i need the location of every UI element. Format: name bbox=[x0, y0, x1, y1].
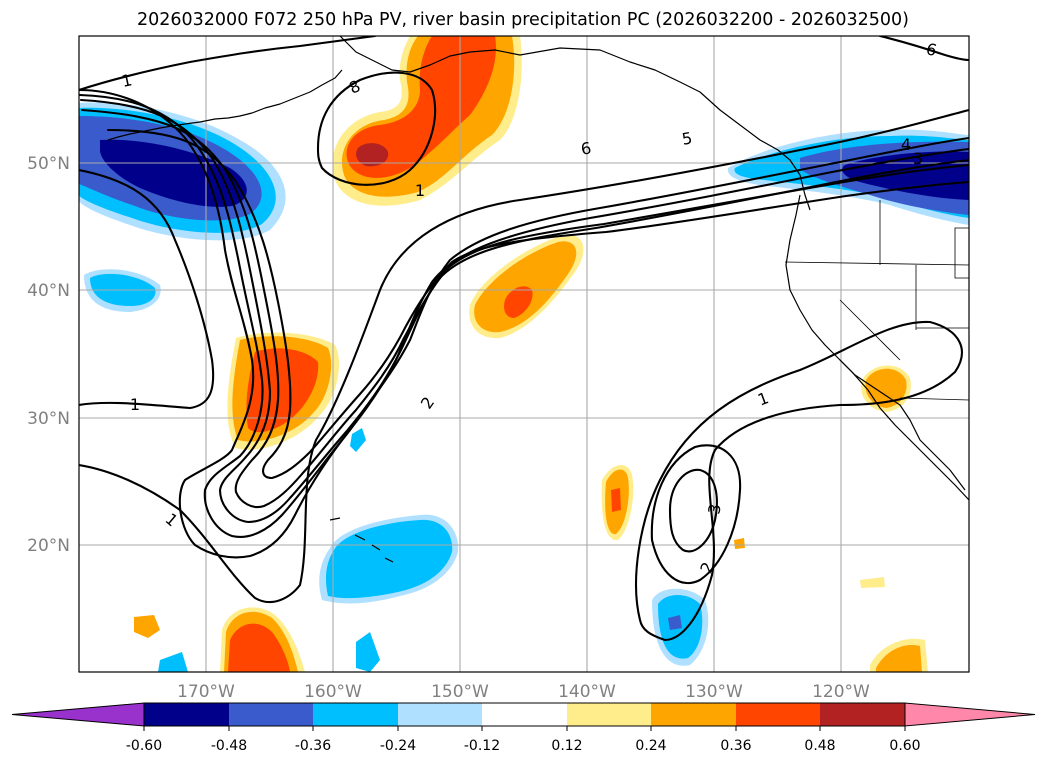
lon-label: 130°W bbox=[685, 682, 743, 702]
precip-shading bbox=[79, 36, 969, 672]
figure-title: 2026032000 F072 250 hPa PV, river basin … bbox=[137, 10, 909, 30]
pos-region-subtropical-west-core bbox=[246, 348, 319, 433]
colorbar-segment bbox=[651, 703, 736, 726]
lon-label: 170°W bbox=[177, 682, 235, 702]
pv-contour-east-outer bbox=[635, 320, 963, 642]
colorbar-label: 0.48 bbox=[804, 738, 835, 754]
neg-region-bottom-small-west bbox=[158, 652, 188, 672]
pos-region-gulf-alaska-strong bbox=[346, 36, 496, 178]
latitude-labels: 50°N 40°N 30°N 20°N bbox=[27, 154, 70, 556]
colorbar-label: -0.36 bbox=[295, 738, 331, 754]
lon-label: 160°W bbox=[304, 682, 362, 702]
pos-region-tiny-east bbox=[860, 577, 885, 588]
lon-label: 140°W bbox=[558, 682, 616, 702]
pv-contour-1-trough bbox=[79, 108, 969, 604]
colorbar-labels: -0.60 -0.48 -0.36 -0.24 -0.12 0.12 0.24 … bbox=[126, 738, 921, 754]
pv-contours bbox=[79, 36, 969, 642]
colorbar-ticks bbox=[143, 726, 906, 731]
pos-region-bottom-left-core bbox=[228, 623, 290, 672]
pos-region-small-center-core bbox=[611, 488, 621, 512]
lat-label: 30°N bbox=[27, 409, 70, 429]
pos-region-baja-mid bbox=[865, 368, 907, 408]
contour-label: 6 bbox=[579, 138, 592, 158]
colorbar-segment bbox=[736, 703, 820, 726]
colorbar-label: 0.60 bbox=[889, 738, 920, 754]
state-border-5 bbox=[954, 227, 969, 279]
map-panel: 1 8 1 6 5 6 4 3 1 2 1 1 3 2 bbox=[79, 36, 969, 672]
alaska-coast bbox=[339, 36, 811, 211]
colorbar-label: -0.60 bbox=[126, 738, 162, 754]
canada-us-border bbox=[784, 261, 969, 266]
contour-label: 3 bbox=[704, 502, 724, 515]
lon-label: 120°W bbox=[812, 682, 870, 702]
contour-label: 4 bbox=[901, 135, 911, 154]
pv-contour-1-north bbox=[79, 36, 377, 92]
colorbar-label: -0.24 bbox=[380, 738, 416, 754]
pv-contour-upper-loop bbox=[316, 71, 436, 186]
contour-label: 3 bbox=[913, 149, 923, 168]
colorbar-segment bbox=[313, 703, 398, 726]
colorbar-extend-low bbox=[11, 702, 145, 727]
contour-label: 5 bbox=[680, 128, 693, 148]
colorbar-segment bbox=[398, 703, 482, 726]
pv-contour-3 bbox=[79, 93, 969, 538]
coastlines bbox=[107, 36, 969, 563]
pv-contour-6-ne bbox=[878, 36, 969, 62]
lat-label: 50°N bbox=[27, 154, 70, 174]
colorbar-segment bbox=[820, 703, 905, 726]
colorbar-label: 0.36 bbox=[720, 738, 751, 754]
colorbar-extend-high bbox=[904, 702, 1036, 727]
colorbar-label: 0.24 bbox=[635, 738, 666, 754]
neg-region-subtropical-east-core bbox=[668, 615, 682, 630]
contour-label: 1 bbox=[130, 395, 140, 414]
baja-coast bbox=[839, 359, 969, 501]
colorbar-label: -0.12 bbox=[464, 738, 500, 754]
neg-region-nw-pacific-core bbox=[100, 139, 247, 207]
neg-region-hawaii-small bbox=[350, 428, 366, 452]
pos-region-tiny-east2 bbox=[734, 538, 745, 549]
pv-contour-east-inner bbox=[668, 468, 718, 553]
pos-region-gulf-alaska-core bbox=[356, 143, 389, 167]
neg-region-hawaii-mid bbox=[326, 519, 453, 599]
lat-label: 20°N bbox=[27, 536, 70, 556]
state-border-3 bbox=[839, 299, 901, 361]
lon-label: 150°W bbox=[431, 682, 489, 702]
pv-contour-1-west bbox=[79, 168, 215, 410]
colorbar-label: 0.12 bbox=[551, 738, 582, 754]
neg-region-bottom-small bbox=[356, 632, 380, 672]
lat-label: 40°N bbox=[27, 281, 70, 301]
mexico-border bbox=[899, 397, 969, 401]
pos-region-tiny-west bbox=[134, 615, 160, 638]
colorbar-segment bbox=[229, 703, 313, 726]
colorbar-segment bbox=[567, 703, 651, 726]
pv-contour-6 bbox=[106, 128, 969, 480]
colorbar: -0.60 -0.48 -0.36 -0.24 -0.12 0.12 0.24 … bbox=[11, 702, 1036, 754]
longitude-labels: 170°W 160°W 150°W 140°W 130°W 120°W bbox=[177, 682, 870, 702]
colorbar-segment bbox=[482, 703, 567, 726]
colorbar-frame bbox=[143, 702, 906, 727]
pos-region-ne-pacific-core bbox=[504, 286, 533, 318]
pv-contour-5 bbox=[80, 108, 969, 509]
pv-contour-4 bbox=[79, 98, 969, 524]
contour-label: 1 bbox=[415, 181, 425, 200]
contour-label: 6 bbox=[924, 39, 939, 60]
map-frame bbox=[78, 35, 970, 673]
colorbar-label: -0.48 bbox=[211, 738, 247, 754]
contour-label: 1 bbox=[120, 70, 134, 91]
hawaii-islands bbox=[329, 517, 394, 563]
pv-contour-east-middle bbox=[650, 444, 742, 585]
pos-region-bottom-right-mid bbox=[876, 644, 922, 672]
pv-contour-2 bbox=[79, 88, 969, 559]
colorbar-segment bbox=[144, 703, 229, 726]
